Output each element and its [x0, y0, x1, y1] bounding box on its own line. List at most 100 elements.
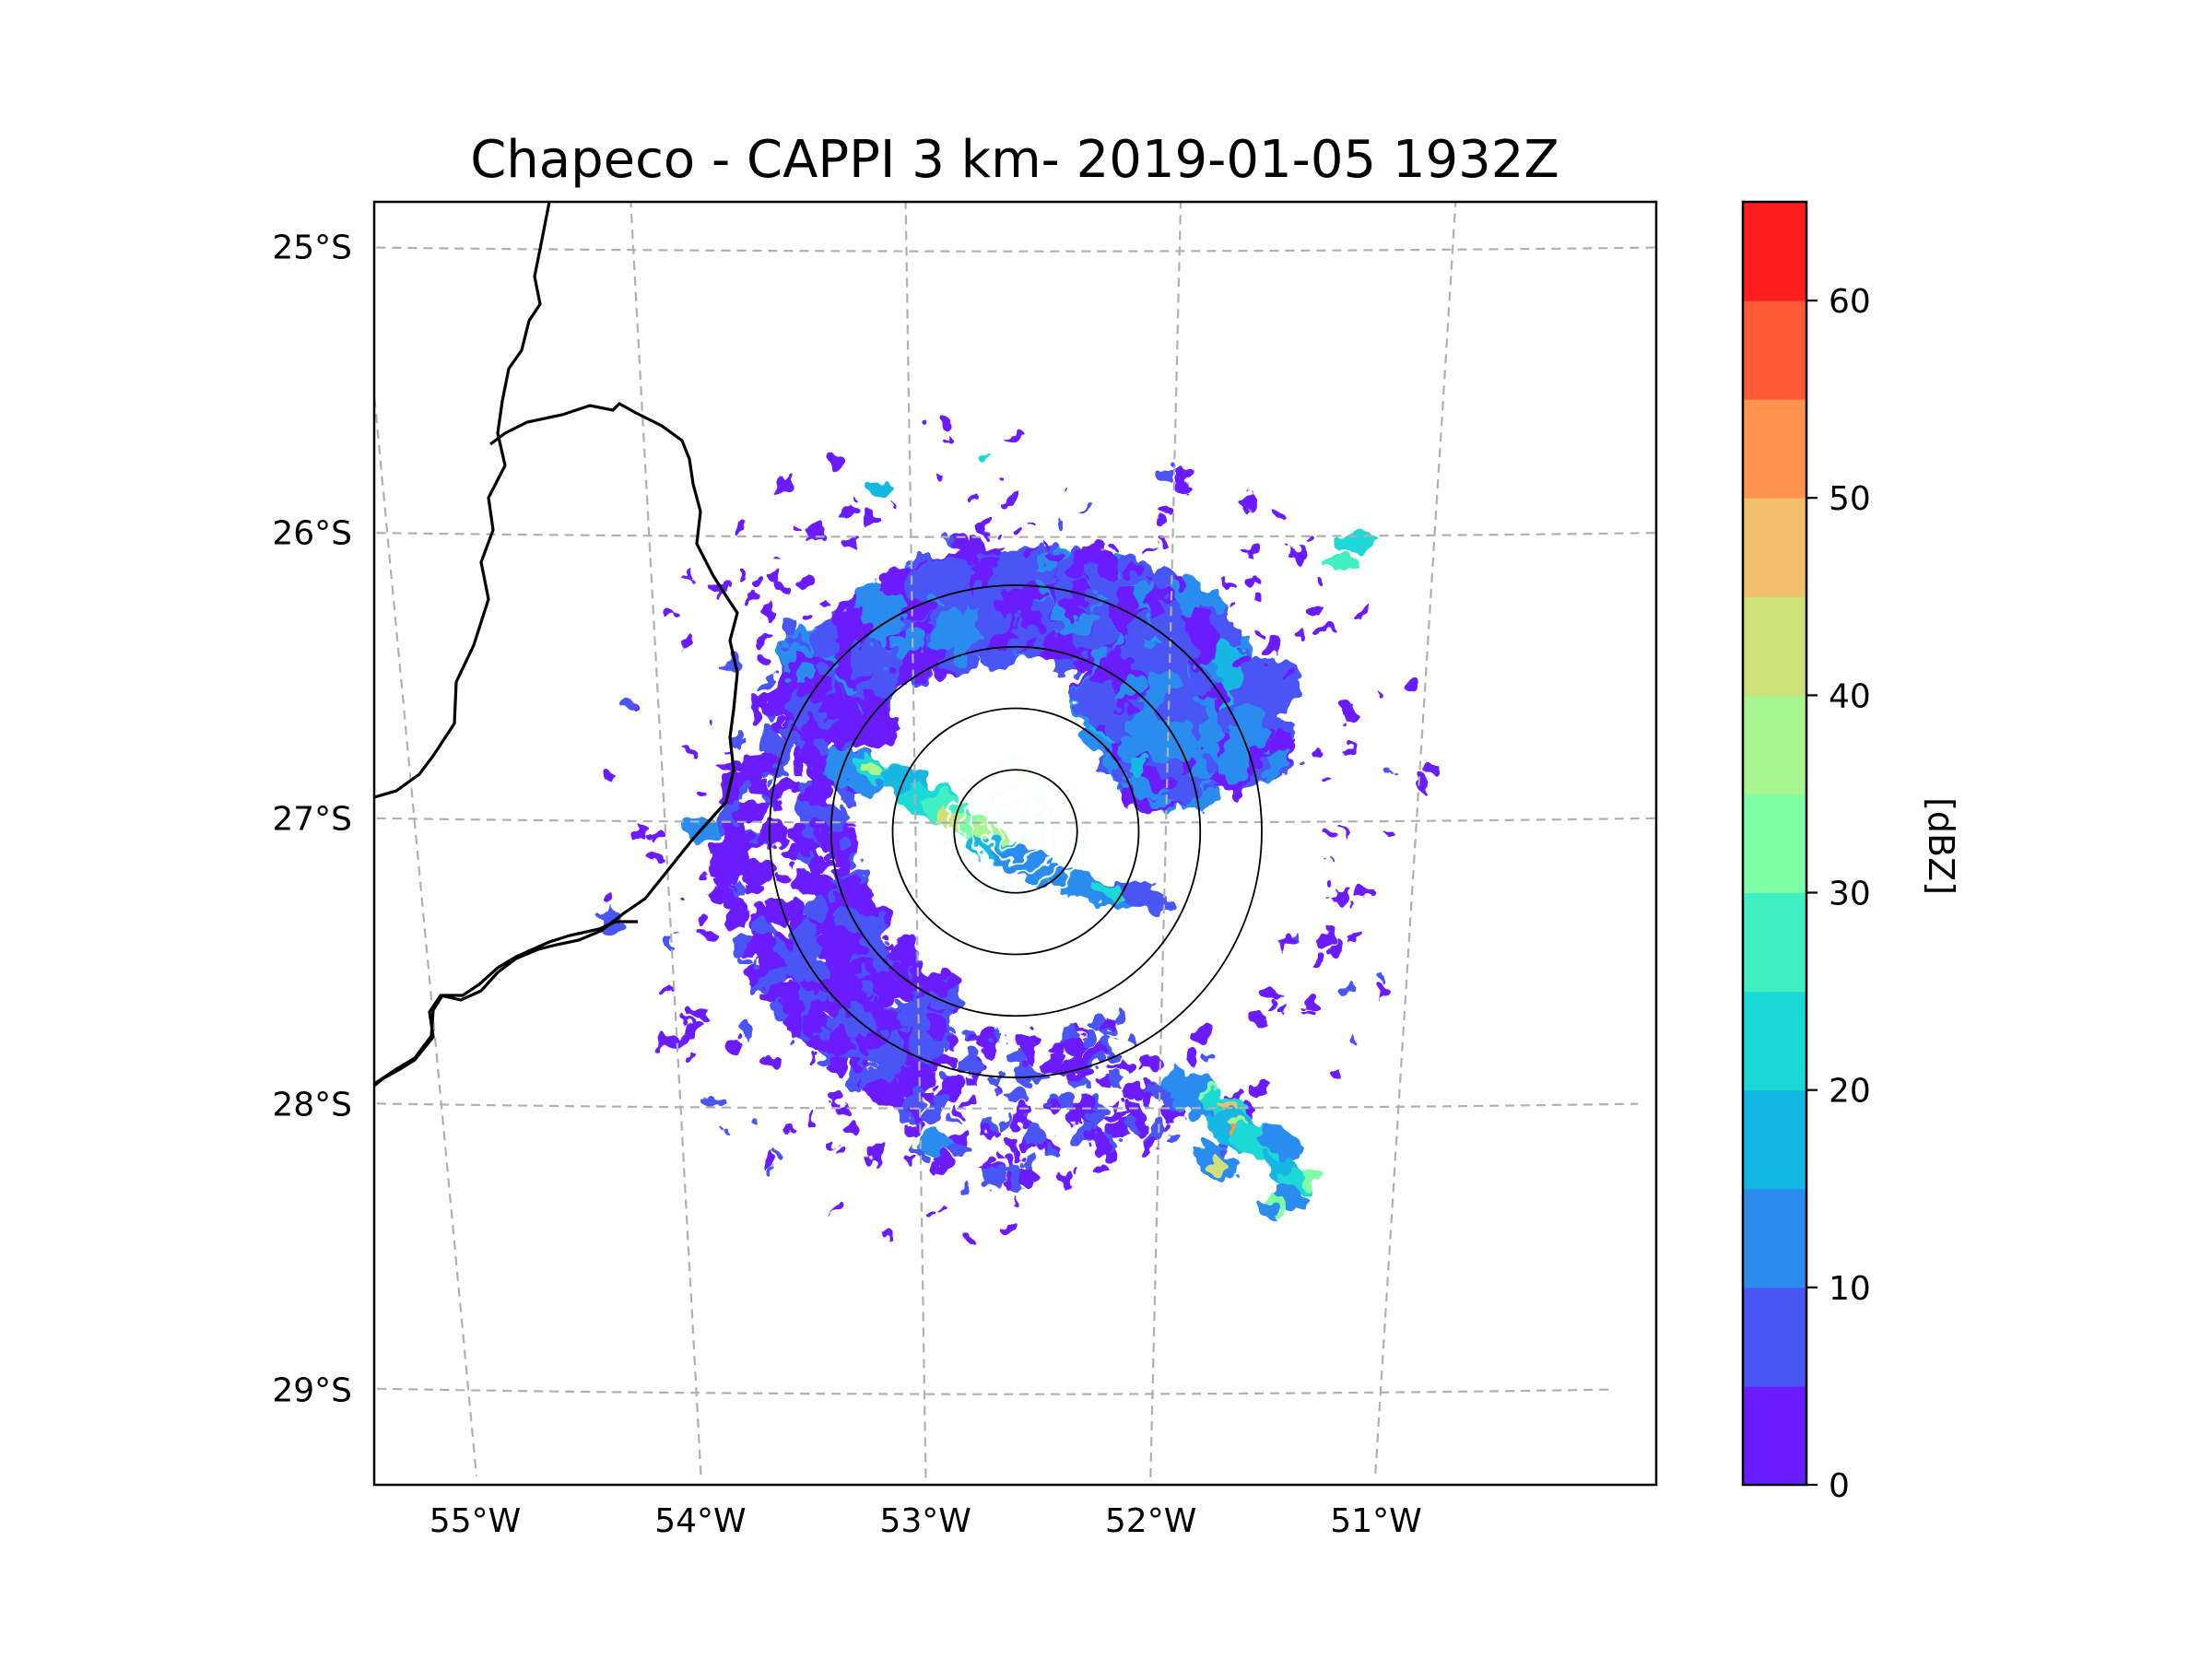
echo-blob	[822, 913, 841, 929]
echo-blob	[767, 570, 780, 583]
longitude-label: 54°W	[654, 1502, 746, 1540]
echo-blob	[786, 898, 807, 923]
echo-blob	[925, 415, 933, 422]
echo-blob	[1175, 479, 1190, 495]
echo-blob	[746, 881, 765, 898]
echo-blob	[824, 1027, 853, 1055]
colorbar-frame	[1741, 200, 1808, 1487]
echo-blob	[774, 875, 789, 889]
echo-blob	[867, 1143, 882, 1167]
echo-blob	[835, 1146, 845, 1156]
echo-blob	[1265, 661, 1272, 666]
echo-blob	[1023, 1040, 1040, 1067]
echo-blob	[1324, 860, 1334, 867]
echo-blob	[758, 675, 775, 690]
latitude-gridline	[374, 1102, 1639, 1110]
echo-blob	[1057, 1023, 1077, 1044]
range-ring	[891, 707, 1140, 956]
colorbar: 0 10 20 30 40 50 60 [dBZ]	[1741, 200, 1961, 1505]
longitude-gridline	[1373, 202, 1457, 1478]
echo-blob	[804, 954, 828, 984]
echo-blob	[1160, 639, 1175, 669]
echo-blob	[758, 632, 771, 645]
echo-blob	[953, 603, 982, 664]
echo-blob	[785, 1128, 795, 1135]
echo-blob	[1243, 543, 1258, 559]
echo-blob	[812, 816, 845, 846]
echo-blob	[1259, 982, 1281, 1000]
echo-blob	[1020, 1030, 1032, 1043]
echo-blob	[924, 1087, 939, 1105]
echo-blob	[1065, 568, 1087, 581]
echo-blob	[1046, 549, 1061, 562]
echo-blob	[1405, 678, 1422, 693]
echo-blob	[971, 583, 1006, 622]
longitude-gridline	[1149, 202, 1182, 1480]
echo-blob	[864, 481, 897, 496]
echo-blob	[861, 760, 887, 777]
echo-blob	[708, 886, 723, 907]
clutter-arc	[959, 774, 1073, 888]
echo-blob	[1350, 1035, 1359, 1043]
echo-blob	[1268, 728, 1293, 755]
brazil-state-border	[374, 920, 638, 1086]
echo-blob	[919, 1130, 952, 1156]
echo-blob	[775, 933, 794, 947]
echo-blob	[1050, 1040, 1068, 1058]
echo-blob	[1382, 831, 1392, 840]
echo-blob	[994, 1077, 1002, 1087]
echo-blob	[787, 1005, 805, 1039]
echo-blob	[796, 922, 816, 948]
echo-blob	[841, 504, 856, 520]
echo-blob	[876, 965, 897, 983]
echo-blob	[1207, 1154, 1230, 1172]
echo-blob	[980, 1159, 994, 1170]
colorbar-segment	[1743, 596, 1806, 696]
colorbar-segment	[1743, 1287, 1806, 1387]
echo-blob	[947, 1025, 959, 1037]
echo-blob	[993, 1088, 1007, 1098]
country-borders	[374, 202, 739, 1088]
echo-blob	[1357, 606, 1371, 615]
echo-blob	[1008, 1141, 1020, 1153]
echo-blob	[742, 954, 752, 966]
echo-blob	[995, 582, 1040, 611]
echo-blob	[1042, 1100, 1054, 1109]
latitude-label: 25°S	[272, 229, 352, 267]
echo-blob	[782, 618, 795, 636]
echo-blob	[862, 692, 877, 708]
echo-blob	[1252, 594, 1263, 604]
clutter-arc	[997, 813, 1034, 850]
echo-blob	[883, 979, 909, 1000]
echo-blob	[904, 1156, 914, 1165]
echo-blob	[1347, 900, 1354, 909]
echo-blob	[1324, 774, 1335, 781]
colorbar-tick-label: 0	[1829, 1467, 1850, 1505]
echo-blob	[1195, 1026, 1214, 1042]
colorbar-tick-label: 40	[1829, 677, 1871, 715]
echo-blob	[1109, 1071, 1124, 1089]
echo-blob	[964, 1076, 975, 1087]
echo-blob	[1308, 605, 1321, 617]
echo-blob	[806, 724, 838, 749]
echo-blob	[1102, 1108, 1130, 1121]
echo-blob	[698, 914, 707, 923]
longitude-gridline	[904, 202, 927, 1480]
echo-blob	[1159, 470, 1171, 486]
clutter-arc	[946, 761, 1086, 901]
echo-blob	[832, 1002, 847, 1011]
echo-blob	[1265, 635, 1282, 653]
echo-blob	[601, 890, 616, 905]
echo-blob	[790, 872, 828, 893]
colorbar-segment	[1743, 399, 1806, 499]
colorbar-label: [dBZ]	[1921, 797, 1961, 895]
echo-blob	[1375, 983, 1394, 998]
echo-blob	[712, 721, 716, 727]
echo-blob	[604, 771, 618, 781]
echo-blob	[898, 1063, 936, 1092]
echo-blob	[891, 500, 897, 507]
latitude-label: 28°S	[272, 1087, 352, 1124]
echo-blob	[994, 545, 1006, 552]
echo-blob	[1073, 1115, 1083, 1124]
colorbar-tick-label: 30	[1829, 876, 1871, 913]
